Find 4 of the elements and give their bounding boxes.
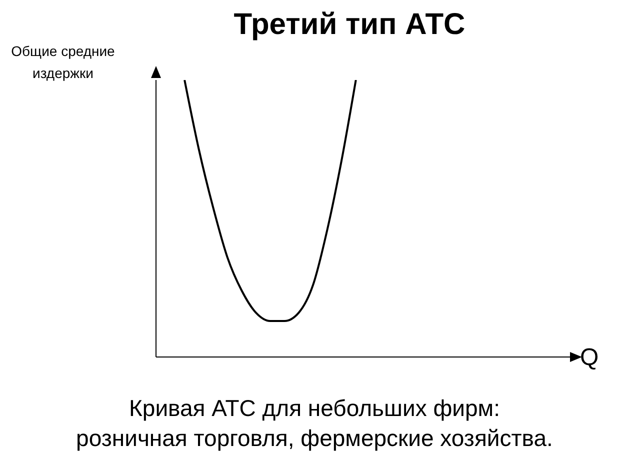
y-axis-title: Общие средние издержки xyxy=(10,42,116,83)
text: Кривая АТС для небольших фирм: розничная торговля, фермерские хозяйства. xyxy=(75,394,554,453)
chart-title: Третий тип АТС xyxy=(232,8,466,42)
x-axis-title: Q xyxy=(580,344,599,372)
